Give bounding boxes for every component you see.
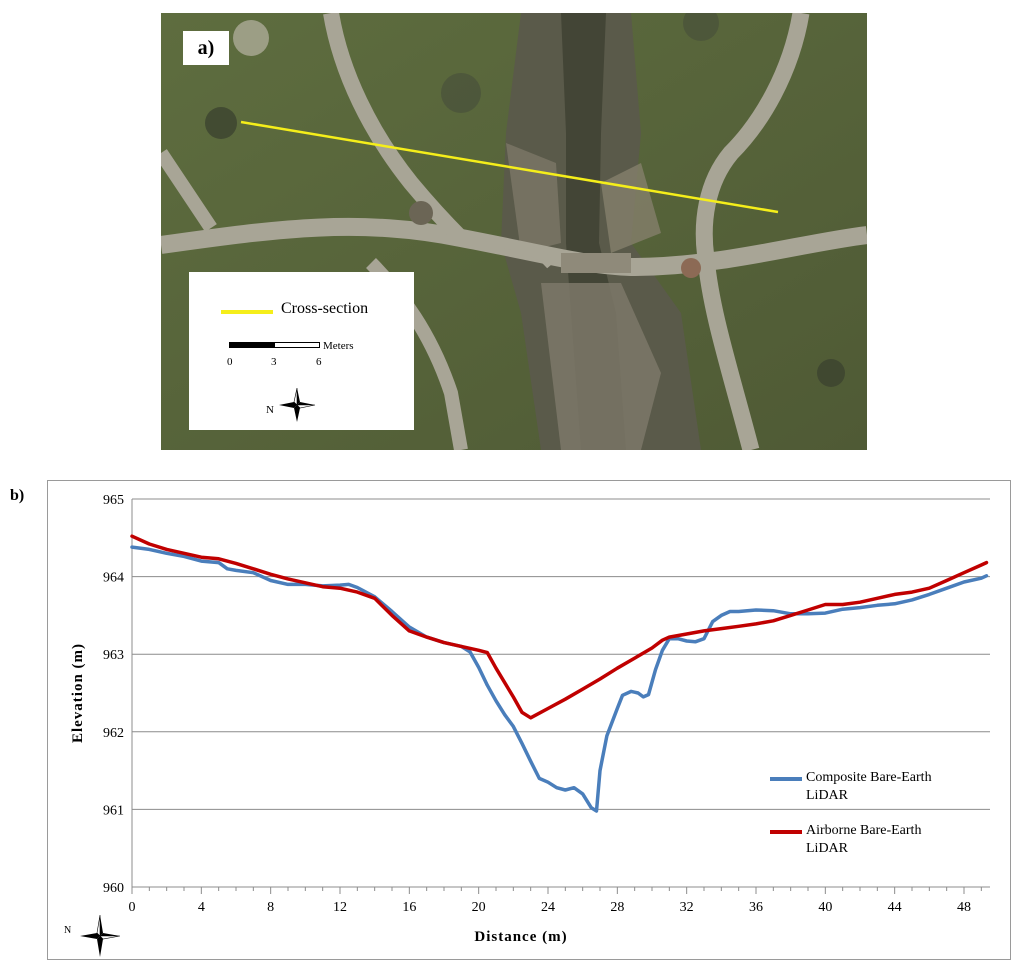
legend-swatch-airborne	[770, 830, 802, 834]
y-axis-title: Elevation (m)	[70, 643, 86, 743]
scale-unit-label: Meters	[323, 340, 354, 352]
x-tick-label: 24	[541, 900, 555, 915]
panel-a-label: a)	[183, 31, 229, 65]
legend-label-airborne: Airborne Bare-Earth LiDAR	[806, 823, 922, 856]
x-axis-title: Distance (m)	[474, 929, 567, 945]
x-tick-label: 0	[129, 900, 136, 915]
x-tick-label: 16	[402, 900, 416, 915]
legend-item-composite: Composite Bare-Earth LiDAR	[770, 769, 956, 805]
y-tick-label: 962	[103, 726, 124, 741]
compass-rose-icon	[80, 914, 120, 957]
x-tick-label: 8	[267, 900, 274, 915]
legend-swatch-composite	[770, 777, 802, 781]
x-tick-label: 40	[818, 900, 832, 915]
aerial-image-panel: a) Cross-section Meters 0 3 6 N	[161, 13, 867, 450]
x-tick-label: 36	[749, 900, 763, 915]
panel-b-label: b)	[10, 487, 25, 504]
x-tick-label: 32	[680, 900, 694, 915]
scale-tick-label: 6	[316, 356, 322, 368]
cross-section-label: Cross-section	[281, 300, 369, 317]
x-tick-label: 48	[957, 900, 971, 915]
legend-item-airborne: Airborne Bare-Earth LiDAR	[770, 822, 956, 858]
x-tick-label: 12	[333, 900, 347, 915]
north-label: N	[64, 925, 72, 936]
x-tick-label: 44	[888, 900, 902, 915]
cross-section-swatch	[221, 310, 273, 314]
scale-tick-label: 3	[271, 356, 277, 368]
x-tick-label: 4	[198, 900, 205, 915]
series-line-airborne	[130, 534, 989, 720]
y-tick-label: 964	[103, 571, 124, 586]
y-tick-label: 965	[103, 493, 124, 508]
chart-panel: 960 961 962 963 964 965 0 4 8 12 16 20 24 28 32 36 40 44 4…	[47, 480, 1011, 960]
x-tick-label: 20	[472, 900, 486, 915]
y-tick-label: 961	[103, 803, 124, 818]
scale-tick-label: 0	[227, 356, 233, 368]
legend-label-composite: Composite Bare-Earth LiDAR	[806, 770, 932, 803]
y-tick-label: 960	[103, 881, 124, 896]
x-tick-label: 28	[610, 900, 624, 915]
map-legend: Cross-section Meters 0 3 6 N	[189, 272, 414, 430]
y-tick-label: 963	[103, 648, 124, 663]
compass-rose-icon	[279, 388, 316, 422]
north-label: N	[266, 404, 274, 416]
scale-segment-dark	[229, 342, 275, 348]
scale-segment-light	[274, 342, 320, 348]
